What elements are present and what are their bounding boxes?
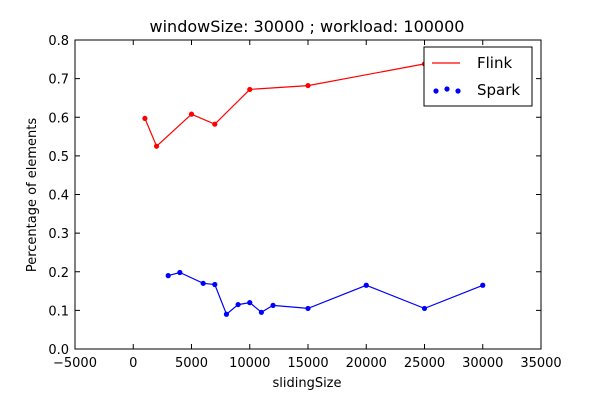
flink-series xyxy=(142,61,428,149)
y-tick-label: 0.4 xyxy=(48,189,69,204)
flink-point xyxy=(212,121,218,127)
x-tick-label: 10000 xyxy=(229,356,270,371)
x-tick-label: 30000 xyxy=(462,356,503,371)
spark-point xyxy=(421,305,428,312)
spark-series xyxy=(165,269,486,317)
y-tick-label: 0.2 xyxy=(48,266,69,281)
spark-point xyxy=(270,302,276,308)
flink-point xyxy=(305,82,311,89)
flink-point xyxy=(153,143,160,149)
flink-point xyxy=(247,86,253,93)
legend-spark-marker xyxy=(455,88,461,94)
spark-point xyxy=(177,269,183,276)
legend-box xyxy=(423,46,533,107)
y-tick-label: 0.8 xyxy=(48,34,69,49)
spark-point xyxy=(212,281,218,288)
spark-line xyxy=(168,271,484,316)
legend-flink-label: Flink xyxy=(477,54,512,72)
y-axis-label: Percentage of elements xyxy=(25,118,40,273)
x-tick-label: 35000 xyxy=(520,356,561,371)
spark-point xyxy=(235,301,241,308)
x-tick-label: 15000 xyxy=(287,356,328,371)
x-tick-label: 5000 xyxy=(175,356,208,371)
spark-point xyxy=(200,280,206,286)
y-tick-label: 0.1 xyxy=(48,304,69,319)
spark-point xyxy=(258,309,264,315)
spark-point xyxy=(165,273,171,279)
spark-point xyxy=(247,300,253,306)
spark-point xyxy=(480,282,486,288)
x-axis-label: slidingSize xyxy=(272,376,341,391)
y-tick-label: 0.3 xyxy=(48,227,69,242)
flink-point xyxy=(188,111,195,117)
y-tick-label: 0.7 xyxy=(48,73,69,88)
flink-point xyxy=(142,115,148,122)
legend-spark-label: Spark xyxy=(477,81,520,99)
x-tick-label: 20000 xyxy=(346,356,387,371)
x-tick-label: −5000 xyxy=(53,356,97,371)
flink-line xyxy=(144,63,425,148)
legend: Flink Spark xyxy=(423,46,533,107)
y-tick-label: 0.0 xyxy=(48,343,69,358)
y-tick-label: 0.6 xyxy=(48,111,69,126)
legend-spark-marker xyxy=(444,86,450,92)
x-tick-label: 0 xyxy=(129,356,137,371)
x-tick-label: 25000 xyxy=(404,356,445,371)
spark-point xyxy=(223,311,230,317)
ticks-layer: −5000 0 5000 10000 15000 20000 25000 30000 35000… xyxy=(48,34,561,371)
spark-point xyxy=(305,305,311,312)
legend-items: Flink Spark xyxy=(432,54,520,99)
y-tick-label: 0.5 xyxy=(48,150,69,165)
legend-spark-marker xyxy=(433,88,439,94)
spark-point xyxy=(363,282,369,288)
chart-title: windowSize: 30000 ; workload: 100000 xyxy=(150,17,465,36)
